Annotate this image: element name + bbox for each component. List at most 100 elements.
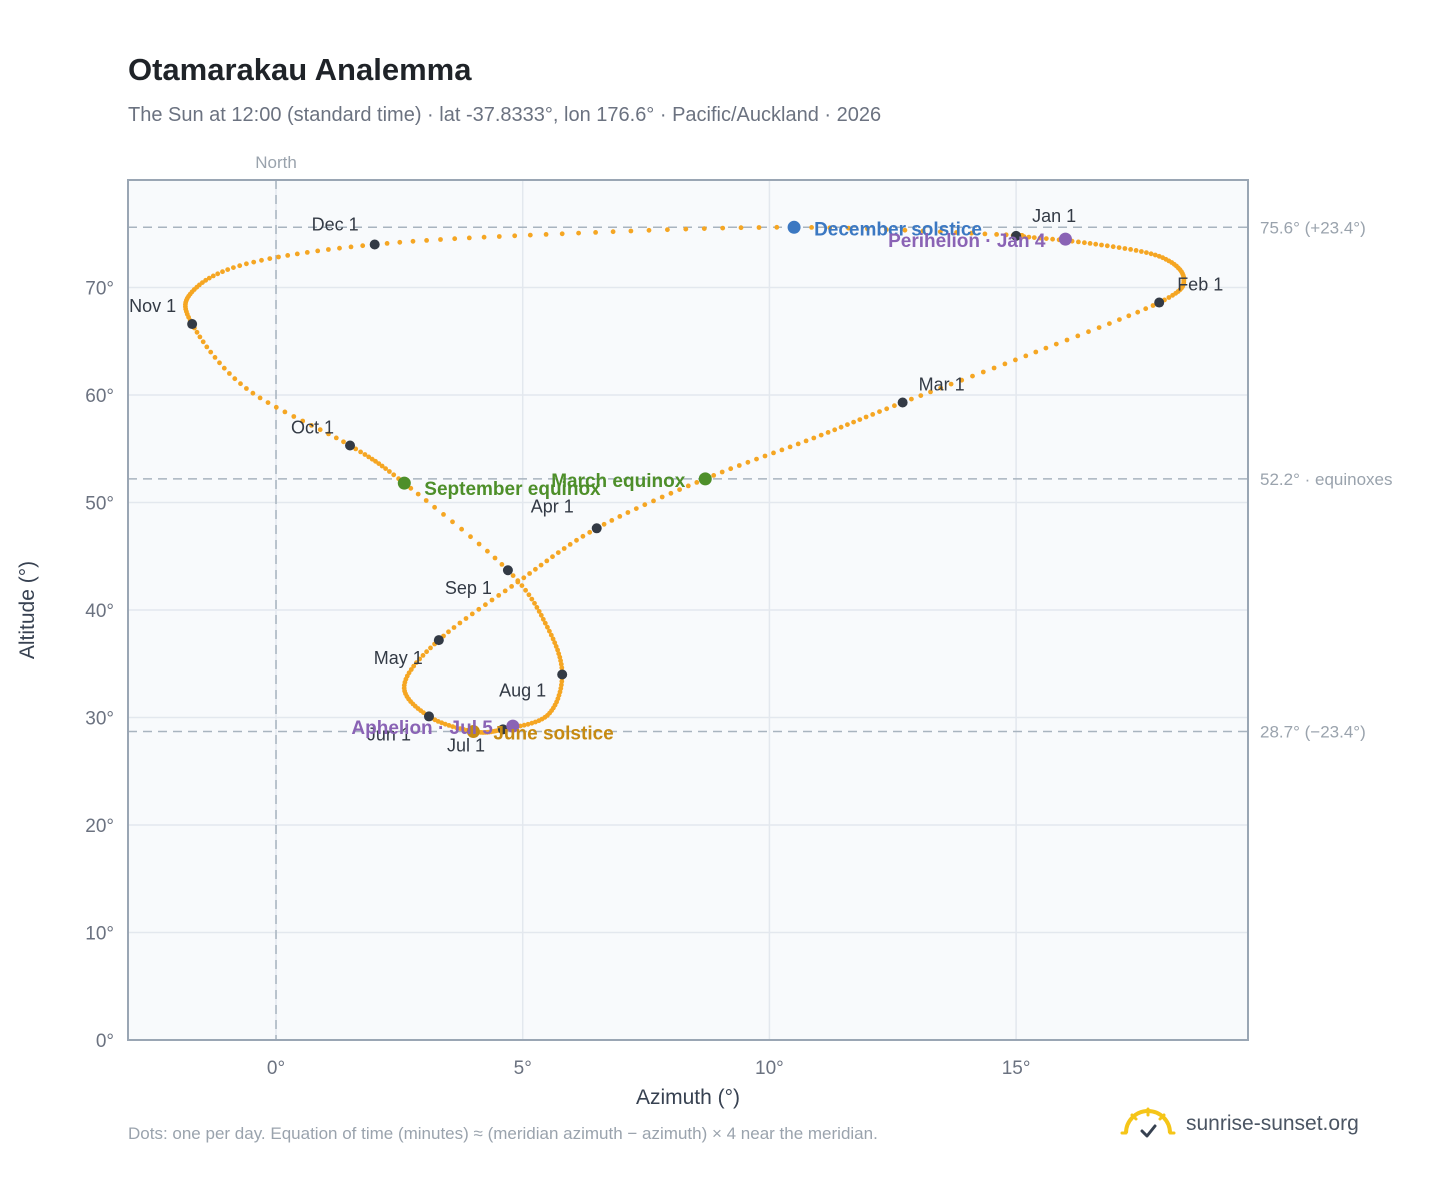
daily-sun-dot <box>257 395 263 401</box>
daily-sun-dot <box>553 644 559 649</box>
daily-sun-dot <box>450 519 455 525</box>
x-tick-label: 15° <box>1002 1058 1031 1079</box>
brand[interactable]: sunrise-sunset.org <box>1120 1104 1359 1144</box>
daily-sun-dot <box>521 722 527 728</box>
daily-sun-dot <box>469 611 475 617</box>
x-tick-label: 0° <box>267 1058 285 1079</box>
x-tick-label: 5° <box>514 1058 532 1079</box>
daily-sun-dot <box>711 473 717 478</box>
daily-sun-dot <box>512 233 518 239</box>
daily-sun-dot <box>1143 306 1149 312</box>
daily-sun-dot <box>450 724 456 729</box>
daily-sun-dot <box>970 373 975 379</box>
daily-sun-dot <box>928 389 933 395</box>
month-marker <box>187 319 198 330</box>
sun-logo-icon <box>1120 1107 1176 1138</box>
reference-line-label: 52.2° · equinoxes <box>1260 470 1393 489</box>
chart-subtitle: The Sun at 12:00 (standard time) · lat -… <box>128 104 882 126</box>
daily-sun-dot <box>459 526 464 532</box>
month-marker <box>433 635 444 646</box>
month-label: Mar 1 <box>919 375 965 395</box>
daily-sun-dot <box>1148 251 1154 257</box>
daily-sun-dot <box>883 227 889 232</box>
event-label: Perihelion · Jan 4 <box>888 231 1046 252</box>
plot-frame <box>127 179 1249 1041</box>
daily-sun-dot <box>534 605 540 610</box>
daily-sun-dot <box>1135 309 1141 315</box>
daily-sun-dot <box>851 419 856 425</box>
daily-sun-dot <box>937 229 943 235</box>
daily-sun-dot <box>754 456 759 462</box>
daily-sun-dot <box>379 463 385 469</box>
daily-sun-dot <box>411 663 417 669</box>
daily-sun-dot <box>238 381 243 387</box>
daily-sun-dot <box>446 723 452 728</box>
daily-sun-dot <box>628 228 634 234</box>
event-marker <box>787 220 801 234</box>
daily-sun-dot <box>387 469 392 474</box>
daily-sun-dot <box>1033 349 1039 355</box>
month-marker <box>591 523 602 534</box>
x-tick-label: 10° <box>755 1058 784 1079</box>
daily-sun-dot <box>701 226 707 232</box>
daily-sun-dot <box>548 632 554 638</box>
daily-sun-dot <box>232 376 238 382</box>
daily-sun-dot <box>282 409 288 415</box>
daily-sun-dot <box>521 575 527 581</box>
daily-sun-dot <box>417 656 422 662</box>
daily-sun-dot <box>315 248 321 254</box>
daily-sun-dot <box>206 275 212 281</box>
daily-sun-dot <box>550 636 556 642</box>
month-label: Sep 1 <box>445 578 492 598</box>
daily-sun-dot <box>244 386 249 391</box>
daily-sun-dot <box>227 371 232 376</box>
daily-sun-dot <box>892 403 897 409</box>
y-tick-label: 50° <box>85 494 114 515</box>
daily-sun-dot <box>1107 321 1112 326</box>
daily-sun-dot <box>1166 295 1172 300</box>
month-label: Jun 1 <box>367 724 411 744</box>
daily-sun-dot <box>625 510 631 515</box>
daily-sun-dot <box>441 512 446 517</box>
daily-sun-dot <box>408 485 414 491</box>
daily-sun-dot <box>685 483 691 489</box>
daily-sun-dot <box>646 227 652 233</box>
daily-sun-dot <box>533 566 538 572</box>
month-label: Jul 1 <box>447 735 485 755</box>
daily-sun-dot <box>267 256 273 261</box>
daily-sun-dot <box>795 441 801 447</box>
daily-sun-dot <box>728 466 734 472</box>
daily-sun-dot <box>982 231 988 237</box>
daily-sun-dot <box>499 562 505 567</box>
daily-sun-dot <box>452 236 458 242</box>
daily-sun-dot <box>547 628 552 634</box>
daily-sun-dot <box>217 360 222 366</box>
daily-sun-dot <box>451 625 457 630</box>
y-tick-label: 0° <box>96 1031 114 1052</box>
daily-sun-dot <box>481 234 487 240</box>
daily-sun-dot <box>552 640 558 646</box>
daily-sun-dot <box>827 225 833 231</box>
daily-sun-dot <box>215 271 221 277</box>
daily-sun-dot <box>476 606 482 612</box>
daily-sun-dot <box>251 259 257 265</box>
daily-sun-dot <box>845 422 850 427</box>
daily-sun-dot <box>1076 239 1081 245</box>
daily-sun-dot <box>1043 345 1049 351</box>
daily-sun-dot <box>454 725 459 731</box>
daily-sun-dot <box>244 261 249 267</box>
daily-sun-dot <box>745 459 751 465</box>
daily-sun-dot <box>1116 245 1122 251</box>
daily-sun-dot <box>884 406 890 412</box>
daily-sun-dot <box>677 487 682 492</box>
daily-sun-dot <box>220 269 225 275</box>
daily-sun-dot <box>559 231 565 237</box>
event-marker <box>397 476 411 490</box>
month-label: Nov 1 <box>129 296 176 316</box>
y-tick-label: 60° <box>85 386 114 407</box>
daily-sun-dot <box>779 447 785 453</box>
daily-sun-dot <box>1026 234 1032 240</box>
daily-sun-dot <box>556 651 562 657</box>
daily-sun-dot <box>442 721 448 727</box>
daily-sun-dot <box>720 225 726 231</box>
